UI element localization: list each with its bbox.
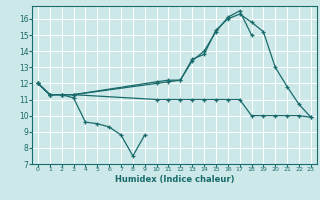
X-axis label: Humidex (Indice chaleur): Humidex (Indice chaleur)	[115, 175, 234, 184]
